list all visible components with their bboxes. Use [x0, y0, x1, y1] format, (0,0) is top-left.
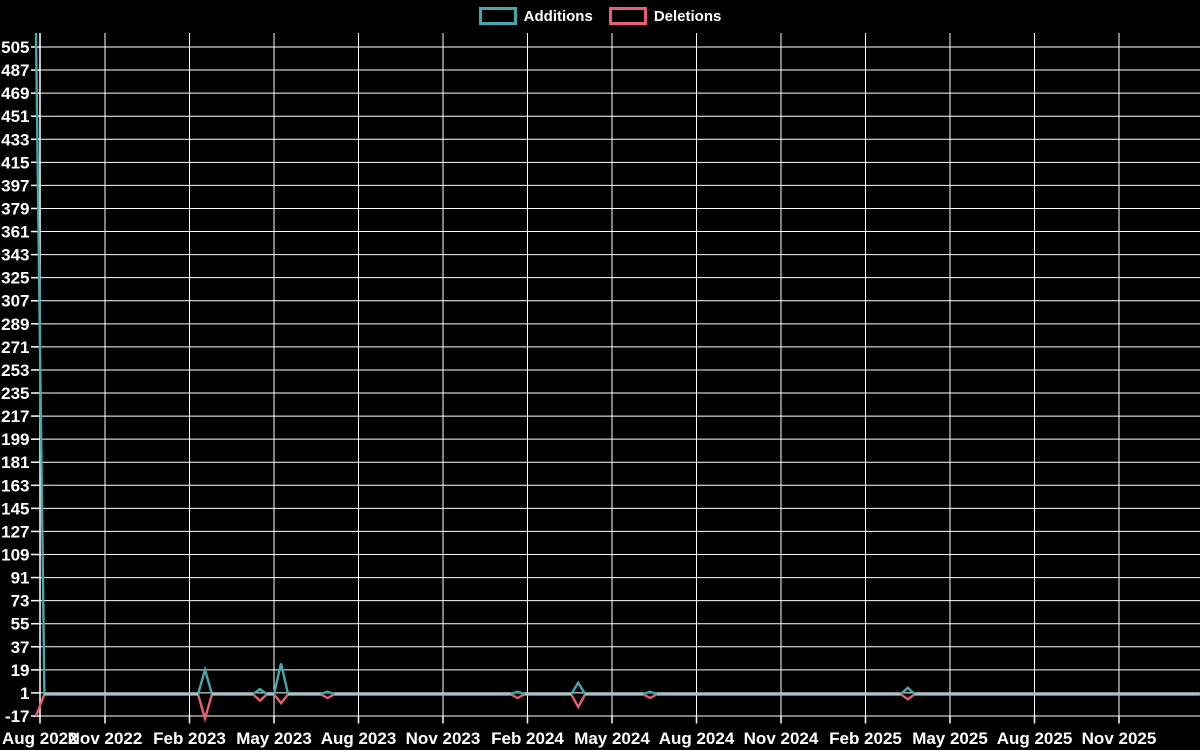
x-tick-label: Nov 2024 [744, 729, 819, 748]
y-tick-label: 289 [1, 315, 29, 334]
deletions-swatch-icon [608, 7, 647, 25]
y-tick-label: 163 [1, 476, 29, 495]
y-tick-label: 55 [11, 615, 30, 634]
y-tick-label: 325 [1, 269, 29, 288]
y-tick-label: 199 [1, 430, 29, 449]
legend-item-deletions: Deletions [608, 7, 722, 25]
y-tick-label: 415 [1, 153, 29, 172]
y-tick-label: 217 [1, 407, 29, 426]
y-tick-label: 433 [1, 130, 29, 149]
x-tick-label: Aug 2023 [321, 729, 397, 748]
x-tick-label: Feb 2024 [491, 729, 564, 748]
legend-label-additions: Additions [523, 7, 593, 25]
x-tick-label: Nov 2022 [68, 729, 143, 748]
y-tick-label: 379 [1, 199, 29, 218]
deletions-line [34, 693, 1200, 723]
legend-item-additions: Additions [478, 7, 593, 25]
y-tick-label: 505 [1, 38, 29, 57]
y-tick-label: 19 [11, 661, 30, 680]
y-tick-label: 271 [1, 338, 29, 357]
y-tick-label: 469 [1, 84, 29, 103]
y-tick-label: 145 [1, 499, 29, 518]
y-tick-label: 487 [1, 61, 29, 80]
y-tick-label: 343 [1, 246, 29, 265]
y-tick-label: 253 [1, 361, 29, 380]
additions-line [34, 32, 1200, 696]
y-tick-label: 127 [1, 522, 29, 541]
x-tick-label: Nov 2025 [1082, 729, 1157, 748]
y-tick-label: 1 [20, 684, 29, 703]
y-tick-label: 37 [11, 638, 30, 657]
y-tick-label: 361 [1, 223, 29, 242]
x-tick-label: Aug 2024 [659, 729, 735, 748]
y-tick-label: 235 [1, 384, 29, 403]
y-tick-label: 73 [11, 592, 30, 611]
y-tick-label: 397 [1, 176, 29, 195]
x-tick-label: Feb 2023 [153, 729, 226, 748]
y-tick-label: -17 [5, 707, 30, 726]
y-tick-label: 181 [1, 453, 29, 472]
x-tick-label: Feb 2025 [829, 729, 902, 748]
x-tick-label: May 2023 [236, 729, 312, 748]
x-tick-label: Aug 2025 [997, 729, 1073, 748]
y-tick-label: 91 [11, 569, 30, 588]
x-tick-label: May 2025 [912, 729, 988, 748]
y-tick-label: 451 [1, 107, 29, 126]
y-tick-label: 307 [1, 292, 29, 311]
x-tick-label: Nov 2023 [406, 729, 481, 748]
chart-legend: Additions Deletions [0, 7, 1200, 25]
additions-swatch-icon [478, 7, 517, 25]
x-tick-label: May 2024 [574, 729, 650, 748]
legend-label-deletions: Deletions [653, 7, 722, 25]
y-tick-label: 109 [1, 546, 29, 565]
x-tick-label: Aug 2022 [2, 729, 78, 748]
